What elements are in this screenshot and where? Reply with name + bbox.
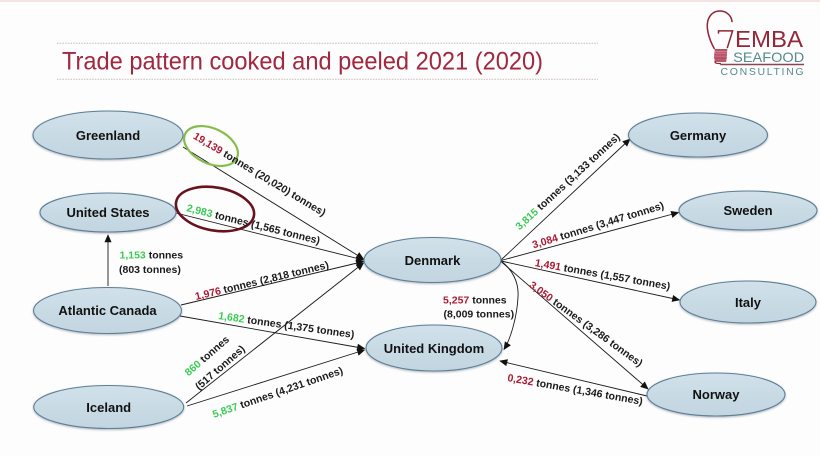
svg-text:United Kingdom: United Kingdom xyxy=(384,341,484,356)
svg-text:Denmark: Denmark xyxy=(405,253,461,268)
svg-text:Norway: Norway xyxy=(693,387,741,402)
svg-text:1,153 tonnes: 1,153 tonnes xyxy=(120,250,184,262)
svg-text:Sweden: Sweden xyxy=(723,203,772,218)
svg-text:SEAFOOD: SEAFOOD xyxy=(733,49,804,65)
svg-text:Iceland: Iceland xyxy=(86,400,131,415)
svg-text:Atlantic Canada: Atlantic Canada xyxy=(58,303,157,318)
svg-text:Italy: Italy xyxy=(735,295,762,310)
svg-text:Trade pattern cooked and peele: Trade pattern cooked and peeled 2021 (20… xyxy=(62,48,543,76)
svg-text:Germany: Germany xyxy=(670,128,727,143)
svg-text:United States: United States xyxy=(66,205,149,220)
svg-text:5,257 tonnes: 5,257 tonnes xyxy=(443,295,507,307)
svg-text:EMBA: EMBA xyxy=(735,26,804,52)
svg-text:CONSULTING: CONSULTING xyxy=(721,66,804,78)
svg-text:(8,009 tonnes): (8,009 tonnes) xyxy=(444,309,515,321)
svg-text:(803 tonnes): (803 tonnes) xyxy=(119,264,181,276)
svg-text:Greenland: Greenland xyxy=(76,128,140,143)
